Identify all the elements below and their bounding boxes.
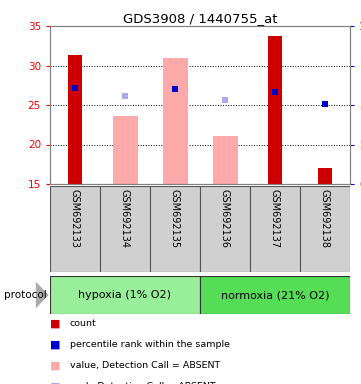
Text: hypoxia (1% O2): hypoxia (1% O2) — [78, 290, 171, 300]
Bar — [200, 276, 350, 314]
Text: GSM692137: GSM692137 — [270, 189, 280, 248]
Text: normoxia (21% O2): normoxia (21% O2) — [221, 290, 329, 300]
Bar — [268, 36, 282, 184]
Text: GSM692135: GSM692135 — [170, 189, 180, 248]
Bar — [100, 186, 150, 272]
Bar — [300, 186, 350, 272]
Text: percentile rank within the sample: percentile rank within the sample — [70, 340, 230, 349]
Bar — [318, 168, 332, 184]
Bar — [213, 136, 238, 184]
Text: ■: ■ — [50, 340, 61, 350]
Text: GSM692134: GSM692134 — [120, 189, 130, 248]
Bar — [150, 186, 200, 272]
Text: count: count — [70, 319, 97, 328]
Text: GSM692133: GSM692133 — [70, 189, 80, 248]
Bar — [113, 116, 138, 184]
Text: protocol: protocol — [4, 290, 46, 300]
Text: GSM692138: GSM692138 — [320, 189, 330, 248]
Text: ■: ■ — [50, 319, 61, 329]
Bar — [68, 55, 82, 184]
Text: ■: ■ — [50, 361, 61, 371]
Bar — [50, 276, 200, 314]
Text: rank, Detection Call = ABSENT: rank, Detection Call = ABSENT — [70, 382, 216, 384]
Bar — [250, 186, 300, 272]
Bar — [50, 186, 100, 272]
Polygon shape — [36, 282, 49, 308]
Bar — [200, 186, 250, 272]
Text: value, Detection Call = ABSENT: value, Detection Call = ABSENT — [70, 361, 220, 370]
Bar — [162, 58, 187, 184]
Text: ■: ■ — [50, 382, 61, 384]
Title: GDS3908 / 1440755_at: GDS3908 / 1440755_at — [123, 12, 277, 25]
Text: GSM692136: GSM692136 — [220, 189, 230, 248]
